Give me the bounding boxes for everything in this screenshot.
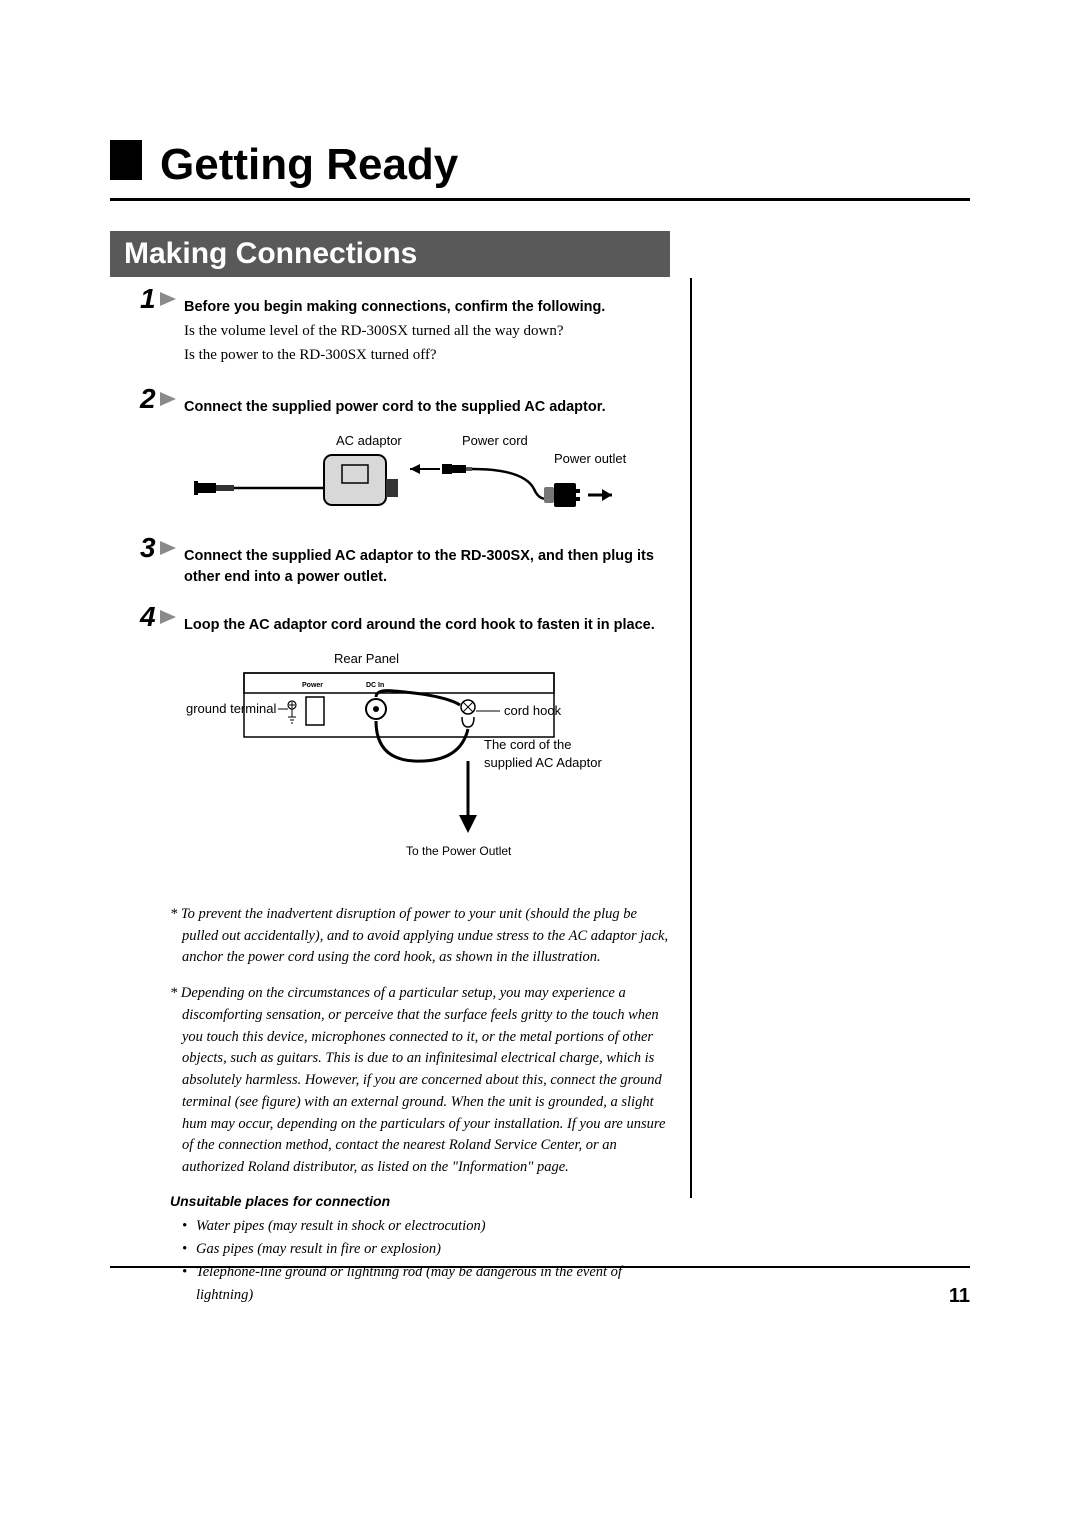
cord-of-label-2: supplied AC Adaptor	[484, 755, 602, 770]
cord-of-label-1: The cord of the	[484, 737, 571, 752]
step-number-wrap: 4	[140, 601, 176, 633]
step-arrow-icon	[160, 541, 176, 555]
rear-panel-diagram: Rear Panel Power DC In ground terminal	[184, 649, 670, 884]
title-rule	[110, 198, 970, 201]
power-outlet-label: Power outlet	[554, 451, 627, 466]
step-heading: Connect the supplied power cord to the s…	[184, 397, 670, 419]
step-3: 3 Connect the supplied AC adaptor to the…	[110, 546, 670, 590]
power-cord-label: Power cord	[462, 433, 528, 448]
list-item: Water pipes (may result in shock or elec…	[182, 1215, 670, 1238]
bottom-rule	[110, 1266, 970, 1268]
step-2: 2 Connect the supplied power cord to the…	[110, 397, 670, 526]
note-text: * Depending on the circumstances of a pa…	[170, 983, 670, 1179]
step-number: 3	[140, 532, 156, 564]
rear-panel-label: Rear Panel	[334, 651, 399, 666]
note-text: * To prevent the inadvertent disruption …	[170, 904, 670, 969]
step-arrow-icon	[160, 392, 176, 406]
manual-page: Getting Ready Making Connections 1 Befor…	[0, 0, 1080, 1368]
cord-hook-label: cord hook	[504, 703, 562, 718]
step-number: 2	[140, 383, 156, 415]
step-heading: Before you begin making connections, con…	[184, 297, 670, 319]
step-line: Is the power to the RD-300SX turned off?	[184, 343, 670, 367]
unsuitable-heading: Unsuitable places for connection	[170, 1193, 670, 1209]
dcin-tiny-label: DC In	[366, 682, 384, 689]
chapter-title: Getting Ready	[160, 140, 970, 190]
step-arrow-icon	[160, 610, 176, 624]
step-line: Is the volume level of the RD-300SX turn…	[184, 319, 670, 343]
ground-terminal-label: ground terminal	[186, 701, 276, 716]
step-number-wrap: 1	[140, 283, 176, 315]
step-heading: Connect the supplied AC adaptor to the R…	[184, 546, 670, 590]
section-title: Making Connections	[110, 231, 670, 277]
content-column: 1 Before you begin making connections, c…	[110, 297, 670, 1308]
list-item: Telephone-line ground or lightning rod (…	[182, 1261, 670, 1307]
column-divider	[690, 278, 692, 1198]
ac-adaptor-diagram: AC adaptor Power cord Power outlet	[184, 431, 670, 526]
step-heading: Loop the AC adaptor cord around the cord…	[184, 615, 670, 637]
step-4: 4 Loop the AC adaptor cord around the co…	[110, 615, 670, 884]
unsuitable-list: Water pipes (may result in shock or elec…	[182, 1215, 670, 1308]
step-number-wrap: 2	[140, 383, 176, 415]
ac-adaptor-label: AC adaptor	[336, 433, 402, 448]
to-outlet-label: To the Power Outlet	[406, 844, 512, 858]
step-number: 4	[140, 601, 156, 633]
page-number: 11	[949, 1285, 970, 1308]
list-item: Gas pipes (may result in fire or explosi…	[182, 1238, 670, 1261]
page-tab	[110, 140, 142, 180]
step-arrow-icon	[160, 292, 176, 306]
step-number-wrap: 3	[140, 532, 176, 564]
power-tiny-label: Power	[302, 682, 323, 689]
step-1: 1 Before you begin making connections, c…	[110, 297, 670, 367]
step-number: 1	[140, 283, 156, 315]
